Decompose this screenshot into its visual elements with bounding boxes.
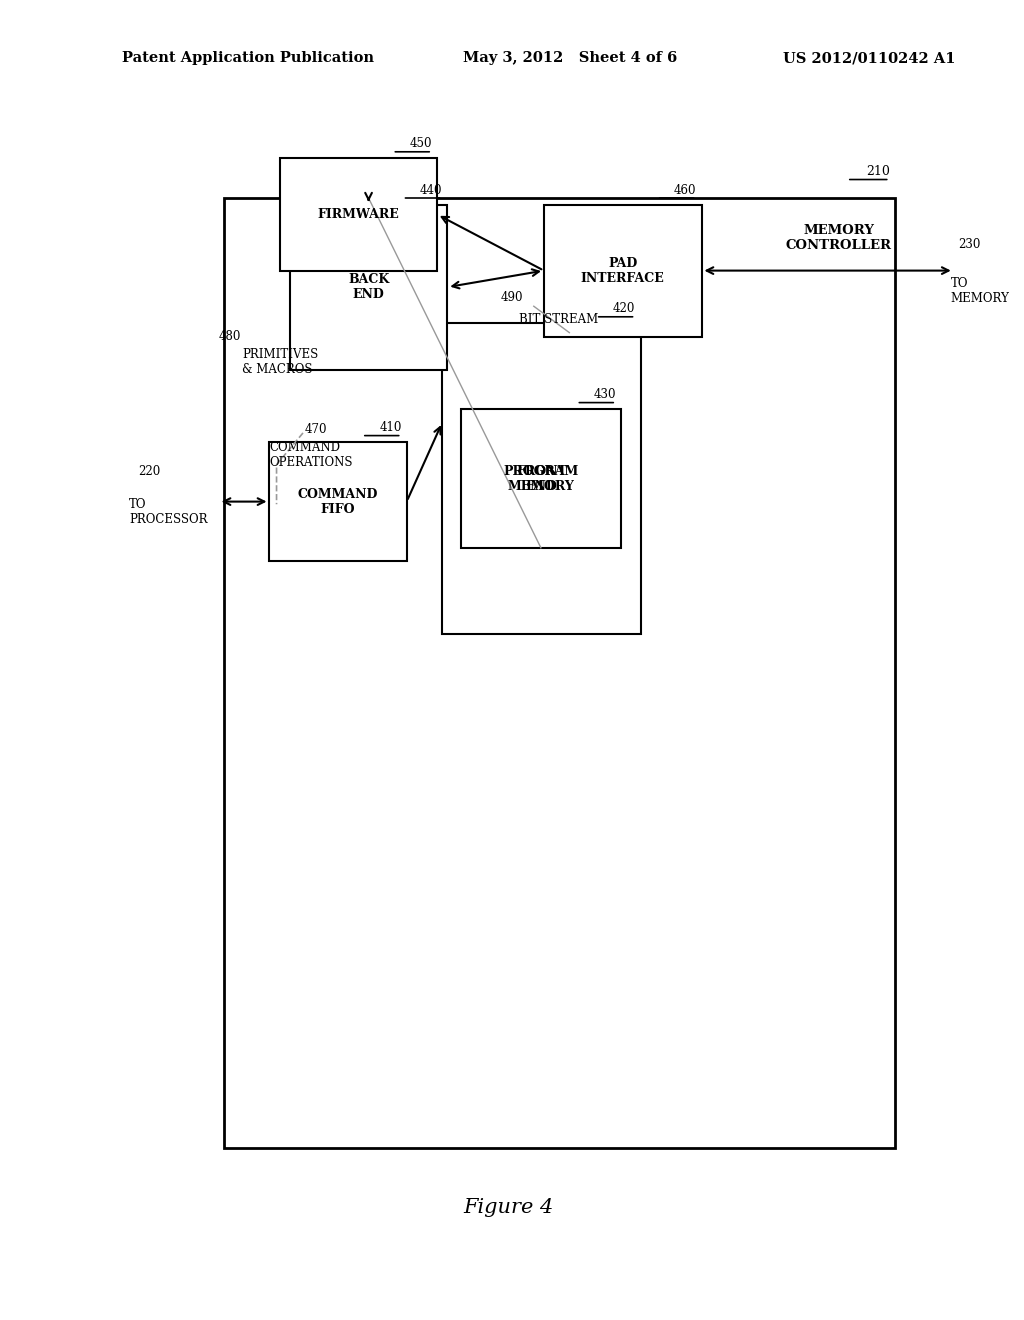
Text: BIT STREAM: BIT STREAM: [518, 313, 598, 326]
Text: Patent Application Publication: Patent Application Publication: [122, 51, 374, 65]
Text: FIRMWARE: FIRMWARE: [317, 209, 399, 220]
Text: 410: 410: [379, 421, 401, 434]
Text: 460: 460: [674, 183, 696, 197]
Text: 450: 450: [410, 137, 432, 150]
Text: 490: 490: [500, 290, 522, 304]
Text: BACK
END: BACK END: [348, 273, 389, 301]
Text: 220: 220: [138, 465, 161, 478]
Text: 480: 480: [218, 330, 241, 343]
Text: COMMAND
FIFO: COMMAND FIFO: [298, 487, 378, 516]
Text: 470: 470: [305, 422, 328, 436]
Text: PRIMITIVES
& MACROS: PRIMITIVES & MACROS: [242, 348, 318, 376]
Text: 430: 430: [594, 388, 616, 401]
Text: PAD
INTERFACE: PAD INTERFACE: [581, 256, 665, 285]
Text: MEMORY
CONTROLLER: MEMORY CONTROLLER: [785, 224, 892, 252]
Bar: [442, 323, 641, 634]
Bar: [290, 205, 447, 370]
Text: 210: 210: [865, 165, 890, 178]
Text: May 3, 2012   Sheet 4 of 6: May 3, 2012 Sheet 4 of 6: [463, 51, 677, 65]
Bar: [461, 409, 622, 548]
Text: 230: 230: [957, 238, 980, 251]
Text: Figure 4: Figure 4: [463, 1199, 554, 1217]
Text: PROGRAM
MEMORY: PROGRAM MEMORY: [503, 465, 579, 492]
Bar: [544, 205, 701, 337]
Text: FRONT
END: FRONT END: [516, 465, 566, 492]
Text: 440: 440: [420, 183, 442, 197]
Bar: [280, 158, 437, 271]
Bar: [269, 442, 407, 561]
Text: COMMAND
OPERATIONS: COMMAND OPERATIONS: [269, 441, 353, 469]
Text: TO
MEMORY: TO MEMORY: [950, 277, 1010, 305]
Bar: [223, 198, 895, 1148]
Text: 420: 420: [613, 302, 636, 315]
Text: TO
PROCESSOR: TO PROCESSOR: [129, 498, 208, 525]
Text: US 2012/0110242 A1: US 2012/0110242 A1: [783, 51, 955, 65]
